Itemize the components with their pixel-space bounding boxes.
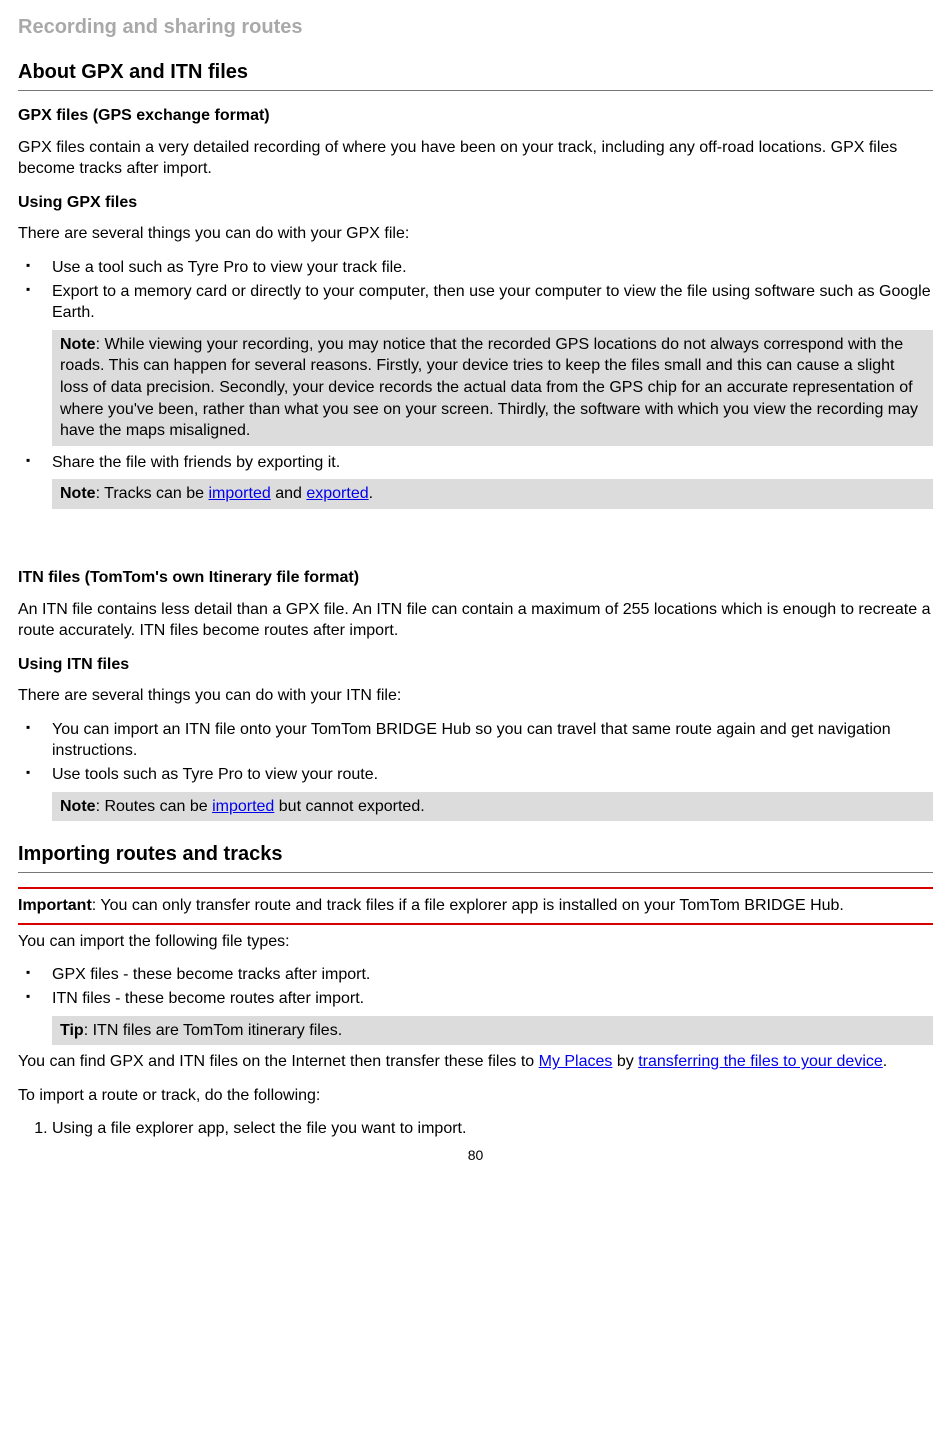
page-number: 80 <box>18 1146 933 1165</box>
import-steps-list: Using a file explorer app, select the fi… <box>18 1118 933 1140</box>
tip-label: Tip <box>60 1022 84 1039</box>
gpx-note-recording: Note: While viewing your recording, you … <box>52 330 933 446</box>
itn-description: An ITN file contains less detail than a … <box>18 599 933 642</box>
important-label: Important <box>18 897 92 914</box>
gpx-note-tracks: Note: Tracks can be imported and exporte… <box>52 479 933 509</box>
list-item: Use a tool such as Tyre Pro to view your… <box>18 257 933 279</box>
note-text: . <box>369 485 373 502</box>
list-item: Share the file with friends by exporting… <box>18 452 933 474</box>
imported-link[interactable]: imported <box>209 485 271 502</box>
tip-body: : ITN files are TomTom itinerary files. <box>84 1022 342 1039</box>
transferring-files-link[interactable]: transferring the files to your device <box>638 1053 883 1070</box>
import-intro: You can import the following file types: <box>18 931 933 953</box>
list-item: You can import an ITN file onto your Tom… <box>18 719 933 762</box>
tip-box: Tip: ITN files are TomTom itinerary file… <box>52 1016 933 1046</box>
note-text: : Routes can be <box>96 798 213 815</box>
heading-rule <box>18 90 933 91</box>
note-label: Note <box>60 485 96 502</box>
note-text: and <box>271 485 307 502</box>
import-list: GPX files - these become tracks after im… <box>18 964 933 1009</box>
note-text: but cannot exported. <box>274 798 424 815</box>
page-heading: Recording and sharing routes <box>18 14 933 41</box>
list-item: Export to a memory card or directly to y… <box>18 281 933 324</box>
note-text: : Tracks can be <box>96 485 209 502</box>
using-gpx-heading: Using GPX files <box>18 192 933 214</box>
importing-heading: Importing routes and tracks <box>18 841 933 868</box>
about-gpx-itn-heading: About GPX and ITN files <box>18 59 933 86</box>
imported-link[interactable]: imported <box>212 798 274 815</box>
import-steps-intro: To import a route or track, do the follo… <box>18 1085 933 1107</box>
note-body: : While viewing your recording, you may … <box>60 336 918 439</box>
find-files-paragraph: You can find GPX and ITN files on the In… <box>18 1051 933 1073</box>
gpx-list-2: Share the file with friends by exporting… <box>18 452 933 474</box>
important-body: : You can only transfer route and track … <box>92 897 844 914</box>
red-rule-bottom <box>18 923 933 925</box>
gpx-list: Use a tool such as Tyre Pro to view your… <box>18 257 933 324</box>
list-item: Using a file explorer app, select the fi… <box>52 1118 933 1140</box>
gpx-intro: There are several things you can do with… <box>18 223 933 245</box>
itn-list: You can import an ITN file onto your Tom… <box>18 719 933 786</box>
my-places-link[interactable]: My Places <box>539 1053 613 1070</box>
text: by <box>612 1053 638 1070</box>
using-itn-heading: Using ITN files <box>18 654 933 676</box>
gpx-description: GPX files contain a very detailed record… <box>18 137 933 180</box>
list-item: ITN files - these become routes after im… <box>18 988 933 1010</box>
heading-rule <box>18 872 933 873</box>
text: . <box>883 1053 887 1070</box>
text: You can find GPX and ITN files on the In… <box>18 1053 539 1070</box>
important-block: Important: You can only transfer route a… <box>18 887 933 925</box>
note-label: Note <box>60 336 96 353</box>
itn-intro: There are several things you can do with… <box>18 685 933 707</box>
gpx-files-heading: GPX files (GPS exchange format) <box>18 105 933 127</box>
note-label: Note <box>60 798 96 815</box>
itn-note-routes: Note: Routes can be imported but cannot … <box>52 792 933 822</box>
exported-link[interactable]: exported <box>306 485 368 502</box>
list-item: GPX files - these become tracks after im… <box>18 964 933 986</box>
list-item: Use tools such as Tyre Pro to view your … <box>18 764 933 786</box>
itn-files-heading: ITN files (TomTom's own Itinerary file f… <box>18 567 933 589</box>
